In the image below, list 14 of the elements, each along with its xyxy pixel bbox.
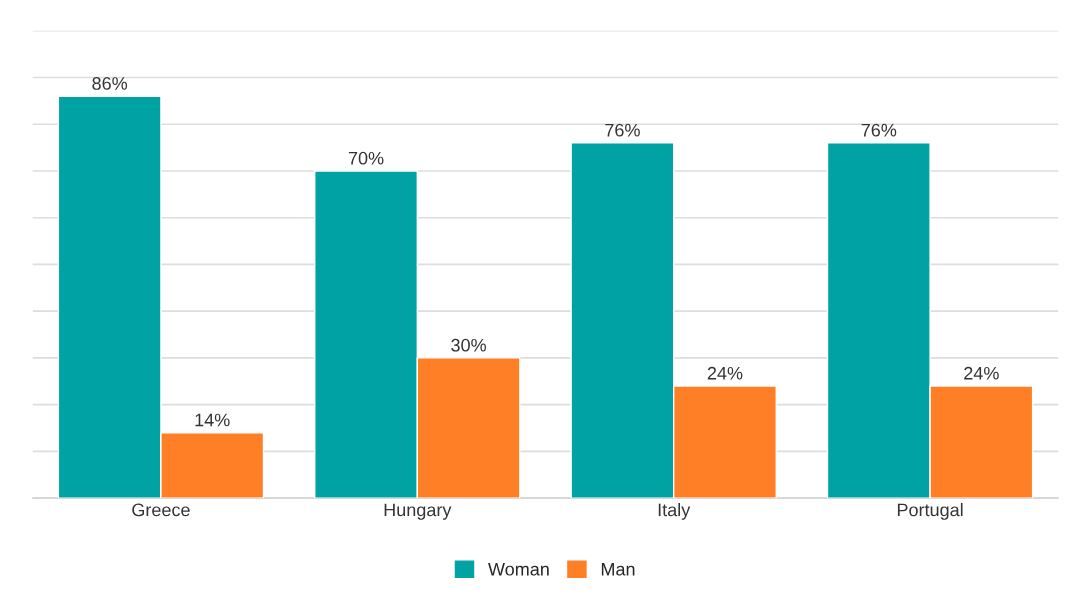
x-tick-label: Hungary: [384, 503, 452, 520]
x-tick-label: Italy: [658, 503, 691, 520]
legend-label: Man: [601, 562, 635, 576]
data-label: 70%: [348, 151, 384, 165]
x-tick-label: Portugal: [897, 503, 963, 520]
data-label: 76%: [605, 123, 640, 137]
data-label: 76%: [861, 123, 897, 137]
data-label: 86%: [92, 77, 128, 90]
x-tick-label: Greece: [132, 503, 190, 517]
data-label: 30%: [451, 338, 487, 352]
data-label: 14%: [195, 413, 230, 427]
data-label: 24%: [707, 366, 743, 380]
data-label: 24%: [964, 366, 999, 380]
legend-label: Woman: [488, 562, 549, 576]
